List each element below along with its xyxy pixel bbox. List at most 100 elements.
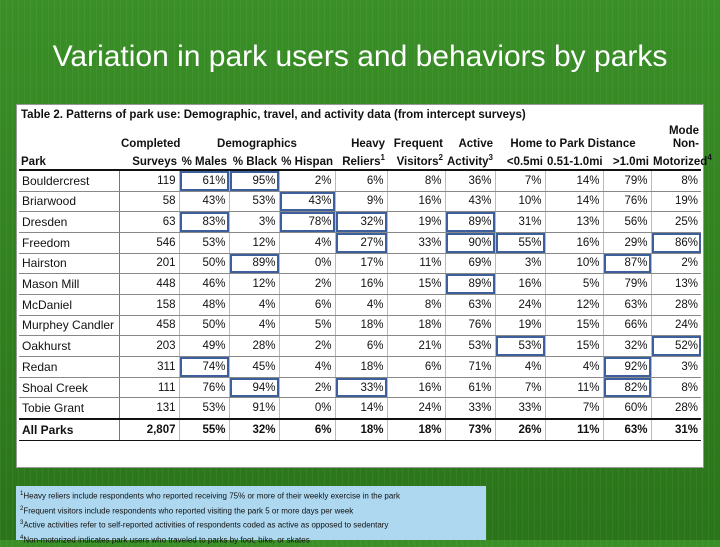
cell-reliers: 6%	[335, 335, 388, 358]
cell-d2: 10%	[545, 253, 604, 275]
header-active: Active	[458, 138, 493, 150]
cell-d2: 16%	[545, 232, 604, 254]
table-row: Hairston 201 50% 89% 0% 17% 11% 69% 3% 10% 87% 2%	[19, 253, 701, 275]
footnote-marker: 1	[20, 491, 24, 497]
cell-visitors: 24%	[387, 397, 446, 420]
col-d2: 0.51-1.0mi	[545, 151, 603, 171]
cell-park: All Parks	[19, 418, 120, 441]
table-panel: Table 2. Patterns of park use: Demograph…	[16, 104, 712, 468]
table-caption: Table 2. Patterns of park use: Demograph…	[21, 109, 526, 121]
slide-title: Variation in park users and behaviors by…	[52, 40, 668, 73]
cell-park: Bouldercrest	[19, 169, 120, 192]
park-use-table: Mode Completed Demographics Heavy Freque…	[19, 125, 712, 441]
table-row: Bouldercrest 119 61% 95% 2% 6% 8% 36% 7% 14% 79% 8%	[19, 169, 701, 192]
cell-surveys: 63	[119, 211, 180, 233]
cell-hispan: 4%	[279, 232, 336, 254]
header-non: Non-	[672, 138, 699, 150]
cell-reliers: 14%	[335, 397, 388, 420]
cell-black: 12%	[229, 273, 280, 295]
cell-d1: 7%	[495, 169, 546, 192]
cell-surveys: 546	[119, 232, 180, 254]
cell-males: 61%	[179, 169, 230, 192]
cell-motorized: 19%	[651, 191, 701, 213]
cell-motorized: 24%	[651, 315, 701, 337]
cell-motorized: 28%	[651, 294, 701, 316]
cell-d1: 4%	[495, 356, 546, 378]
cell-black: 28%	[229, 335, 280, 358]
cell-surveys: 458	[119, 315, 180, 337]
col-motorized: Motorized4	[651, 151, 712, 171]
cell-reliers: 32%	[335, 211, 388, 233]
cell-activity: 53%	[445, 335, 496, 358]
cell-hispan: 2%	[279, 169, 336, 192]
cell-surveys: 448	[119, 273, 180, 295]
cell-reliers: 16%	[335, 273, 388, 295]
cell-motorized: 3%	[651, 356, 701, 378]
cell-d1: 24%	[495, 294, 546, 316]
footnote: 3Active activities refer to self-reporte…	[20, 517, 482, 532]
cell-reliers: 33%	[335, 377, 388, 399]
cell-motorized: 86%	[651, 232, 701, 254]
cell-black: 3%	[229, 211, 280, 233]
cell-activity: 43%	[445, 191, 496, 213]
col-black: % Black	[229, 151, 279, 171]
cell-motorized: 8%	[651, 377, 701, 399]
table-row: Redan 311 74% 45% 4% 18% 6% 71% 4% 4% 92% 3%	[19, 356, 701, 378]
cell-males: 50%	[179, 315, 230, 337]
cell-park: Redan	[19, 356, 120, 378]
col-reliers: Reliers1	[335, 151, 387, 171]
cell-reliers: 9%	[335, 191, 388, 213]
cell-hispan: 78%	[279, 211, 336, 233]
header-mode: Mode	[668, 125, 699, 137]
cell-d2: 15%	[545, 335, 604, 358]
cell-activity: 61%	[445, 377, 496, 399]
cell-activity: 36%	[445, 169, 496, 192]
cell-males: 55%	[179, 418, 230, 441]
cell-motorized: 31%	[651, 418, 701, 441]
header-distance: Home to Park Distance	[510, 138, 636, 150]
cell-d1: 26%	[495, 418, 546, 441]
cell-d3: 63%	[603, 294, 652, 316]
cell-visitors: 11%	[387, 253, 446, 275]
cell-park: Briarwood	[19, 191, 120, 213]
header-row-1: Mode	[19, 125, 701, 138]
cell-park: Murphey Candler	[19, 315, 120, 337]
cell-hispan: 2%	[279, 273, 336, 295]
cell-black: 4%	[229, 294, 280, 316]
cell-males: 53%	[179, 397, 230, 420]
cell-activity: 69%	[445, 253, 496, 275]
total-row: All Parks 2,807 55% 32% 6% 18% 18% 73% 26% 11% 63%…	[19, 418, 701, 441]
cell-surveys: 203	[119, 335, 180, 358]
cell-d1: 55%	[495, 232, 546, 254]
cell-d3: 82%	[603, 377, 652, 399]
footnote-marker: 3	[20, 520, 24, 527]
footnote: 1Heavy reliers include respondents who r…	[20, 488, 482, 503]
cell-hispan: 2%	[279, 335, 336, 358]
cell-reliers: 18%	[335, 315, 388, 337]
cell-park: Hairston	[19, 253, 120, 275]
col-activity: Activity3	[445, 151, 495, 171]
cell-black: 45%	[229, 356, 280, 378]
cell-visitors: 15%	[387, 273, 446, 295]
cell-motorized: 52%	[651, 335, 701, 358]
cell-hispan: 2%	[279, 377, 336, 399]
cell-d2: 7%	[545, 397, 604, 420]
cell-activity: 89%	[445, 273, 496, 295]
cell-d1: 16%	[495, 273, 546, 295]
cell-males: 48%	[179, 294, 230, 316]
col-d1: <0.5mi	[495, 151, 545, 171]
col-visitors: Visitors2	[387, 151, 445, 171]
cell-d3: 92%	[603, 356, 652, 378]
cell-d2: 15%	[545, 315, 604, 337]
cell-males: 43%	[179, 191, 230, 213]
cell-males: 49%	[179, 335, 230, 358]
cell-surveys: 201	[119, 253, 180, 275]
cell-hispan: 4%	[279, 356, 336, 378]
cell-surveys: 158	[119, 294, 180, 316]
col-motorized-label: Motorized	[653, 155, 708, 168]
cell-motorized: 2%	[651, 253, 701, 275]
footnote-text: Non-motorized indicates park users who t…	[23, 535, 310, 545]
cell-d1: 3%	[495, 253, 546, 275]
cell-park: Shoal Creek	[19, 377, 120, 399]
cell-d3: 79%	[603, 169, 652, 192]
